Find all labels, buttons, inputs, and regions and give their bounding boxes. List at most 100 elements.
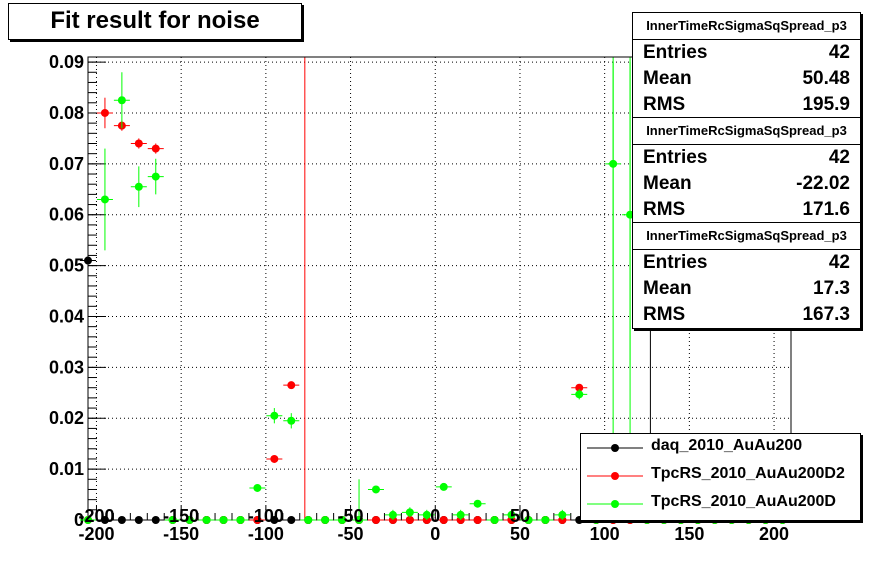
y-tick-label: 0.09 — [49, 52, 84, 72]
x-tick-label: -150 — [163, 524, 199, 544]
data-point — [287, 381, 296, 390]
stats-entries-value: 42 — [828, 252, 850, 273]
data-point — [117, 96, 126, 105]
stats-box-title: InnerTimeRcSigmaSqSpread_p3 — [633, 223, 860, 250]
stats-box-title: InnerTimeRcSigmaSqSpread_p3 — [633, 118, 860, 145]
overlay-tick-label: -200 — [78, 506, 114, 526]
data-point — [355, 516, 364, 524]
data-point — [388, 510, 397, 519]
stats-mean-label: Mean — [643, 68, 692, 89]
data-point — [609, 159, 618, 168]
y-tick-label: 0.07 — [49, 154, 84, 174]
x-tick-label: -200 — [78, 524, 114, 544]
stats-entries-value: 42 — [828, 147, 850, 168]
data-point — [117, 516, 126, 524]
data-point — [473, 516, 482, 524]
legend-entry-tpcrs-d2: TpcRS_2010_AuAu200D2 — [581, 462, 860, 490]
y-tick-label: 0.01 — [49, 459, 84, 479]
data-point — [439, 482, 448, 491]
data-point — [270, 411, 279, 420]
data-point — [168, 516, 177, 524]
stats-box-2: InnerTimeRcSigmaSqSpread_p3 Entries 42 Me… — [632, 117, 861, 224]
data-point — [100, 108, 109, 117]
stats-box-3: InnerTimeRcSigmaSqSpread_p3 Entries 42 Me… — [632, 222, 861, 329]
data-point — [287, 416, 296, 425]
data-point — [202, 516, 211, 524]
stats-mean-value: 17.3 — [813, 278, 850, 299]
stats-mean-label: Mean — [643, 278, 692, 299]
x-tick-label: -100 — [248, 524, 284, 544]
data-point — [524, 516, 533, 524]
data-point — [405, 508, 414, 517]
data-point — [405, 516, 414, 524]
legend-label: TpcRS_2010_AuAu200D2 — [651, 465, 845, 482]
data-point — [151, 144, 160, 153]
overlay-tick-label: 0 — [430, 506, 440, 526]
data-point — [236, 516, 245, 524]
data-point — [151, 516, 160, 524]
data-point — [575, 383, 584, 392]
overlay-tick-label: -100 — [248, 506, 284, 526]
stats-rms-value: 167.3 — [802, 304, 850, 325]
x-tick-label: 200 — [759, 524, 789, 544]
data-point — [541, 516, 550, 524]
chart-title: Fit result for noise — [50, 7, 260, 34]
data-point — [575, 390, 584, 399]
legend-label: daq_2010_AuAu200 — [651, 437, 803, 454]
stats-entries-label: Entries — [643, 42, 708, 63]
stats-rms-label: RMS — [643, 94, 686, 115]
y-tick-label: 0.04 — [49, 306, 84, 326]
y-tick-label: 0.03 — [49, 357, 84, 377]
stats-entries-label: Entries — [643, 252, 708, 273]
data-point — [558, 510, 567, 519]
data-point — [100, 195, 109, 204]
stats-mean-value: 50.48 — [802, 68, 850, 89]
stats-mean-value: -22.02 — [796, 173, 850, 194]
data-point — [253, 516, 262, 524]
data-point — [507, 510, 516, 519]
data-point — [371, 516, 380, 524]
data-point — [270, 454, 279, 463]
x-tick-label: 100 — [590, 524, 620, 544]
stats-box-1: InnerTimeRcSigmaSqSpread_p3 Entries 42 Me… — [632, 12, 861, 119]
data-point — [134, 182, 143, 191]
data-point — [439, 516, 448, 524]
data-point — [304, 516, 313, 524]
data-point — [84, 256, 92, 265]
data-point — [253, 483, 262, 492]
stats-rms-label: RMS — [643, 304, 686, 325]
y-tick-label: 0 — [74, 510, 84, 530]
overlay-tick-label: -50 — [338, 506, 364, 526]
y-tick-label: 0.06 — [49, 205, 84, 225]
data-point — [371, 485, 380, 494]
data-point — [338, 516, 347, 524]
stats-rms-value: 195.9 — [802, 94, 850, 115]
stats-mean-label: Mean — [643, 173, 692, 194]
data-point — [321, 516, 330, 524]
stats-rms-value: 171.6 — [802, 199, 850, 220]
y-tick-label: 0.02 — [49, 408, 84, 428]
data-points — [80, 62, 791, 524]
data-point — [134, 516, 143, 524]
data-point — [456, 510, 465, 519]
data-point — [84, 516, 92, 524]
legend-marker-icon — [587, 444, 643, 452]
y-tick-label: 0.08 — [49, 103, 84, 123]
data-point — [100, 516, 109, 524]
x-tick-label: 0 — [430, 524, 440, 544]
overlay-tick-label: 50 — [510, 506, 530, 526]
y-tick-label: 0.05 — [49, 256, 84, 276]
data-point — [219, 516, 228, 524]
legend: daq_2010_AuAu200 TpcRS_2010_AuAu200D2 Tp… — [580, 433, 861, 521]
legend-marker-icon — [587, 472, 643, 480]
legend-entry-tpcrs-d: TpcRS_2010_AuAu200D — [581, 490, 860, 518]
data-point — [287, 516, 296, 524]
data-point — [151, 172, 160, 181]
data-point — [134, 139, 143, 148]
data-point — [270, 516, 279, 524]
stats-entries-value: 42 — [828, 42, 850, 63]
legend-label: TpcRS_2010_AuAu200D — [651, 493, 836, 510]
x-tick-label: 150 — [674, 524, 704, 544]
data-point — [490, 516, 499, 524]
